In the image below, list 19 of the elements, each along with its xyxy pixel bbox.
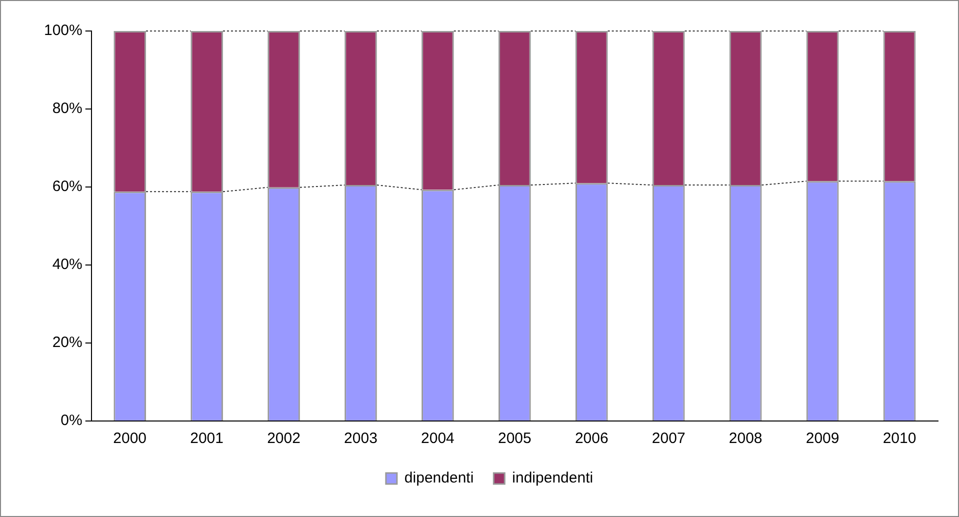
x-tick-label: 2006	[574, 430, 608, 448]
x-tick-label: 2008	[728, 430, 762, 448]
y-tick-label: 40%	[52, 256, 82, 274]
x-tick-label: 2005	[498, 430, 532, 448]
legend-label: indipendenti	[512, 470, 594, 487]
y-tick-label: 100%	[44, 22, 82, 40]
legend-label: dipendenti	[404, 470, 474, 487]
y-tick-label: 80%	[52, 100, 82, 118]
x-tick-label: 2004	[421, 430, 454, 448]
x-tick-label: 2007	[652, 430, 686, 448]
x-tick-label: 2002	[267, 430, 300, 448]
x-tick-label: 2010	[882, 430, 916, 448]
x-tick-label: 2001	[190, 430, 224, 448]
x-tick-label: 2000	[113, 430, 147, 448]
y-tick-label: 60%	[52, 178, 82, 196]
x-tick-label: 2009	[806, 430, 840, 448]
x-tick-label: 2003	[344, 430, 378, 448]
y-tick-label: 20%	[52, 334, 82, 352]
y-tick-label: 0%	[60, 412, 82, 430]
